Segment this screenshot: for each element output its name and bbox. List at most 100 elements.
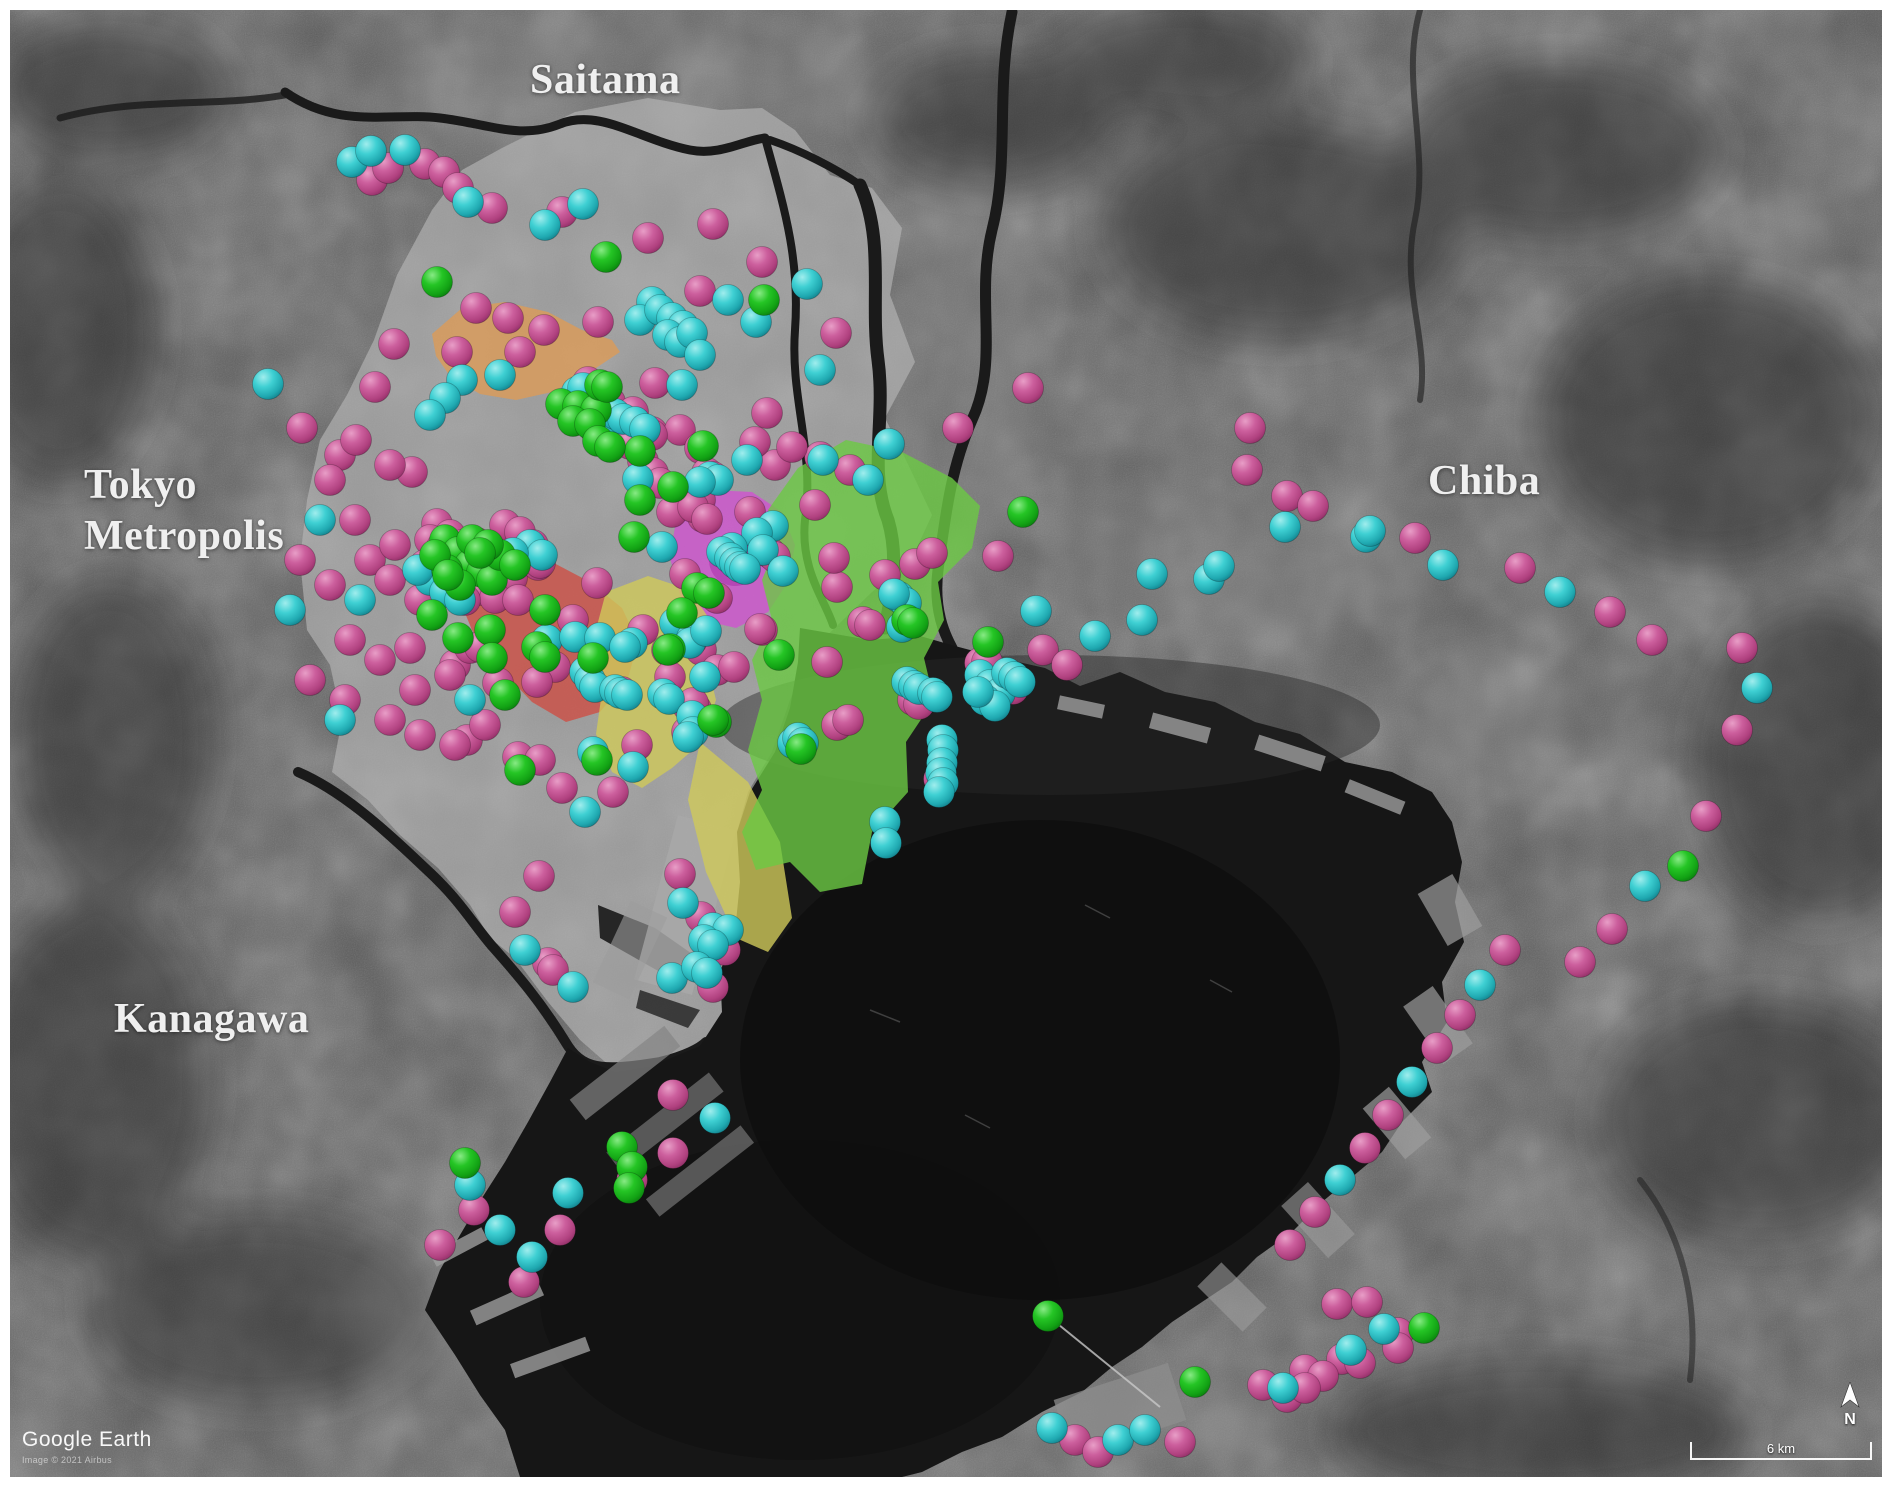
placemark-cyan [529, 209, 561, 241]
placemark-pink [581, 567, 613, 599]
placemark-cyan [1324, 1164, 1356, 1196]
placemark-cyan [731, 444, 763, 476]
placemark-pink [394, 632, 426, 664]
placemark-pink [314, 464, 346, 496]
placemark-cyan [274, 594, 306, 626]
placemark-pink [982, 540, 1014, 572]
placemark-pink [379, 529, 411, 561]
placemark-cyan [569, 796, 601, 828]
label-kanagawa: Kanagawa [114, 996, 310, 1042]
placemark-cyan [1203, 550, 1235, 582]
placemark-cyan [389, 134, 421, 166]
placemark-green [666, 597, 698, 629]
placemark-green [1007, 496, 1039, 528]
satellite-map: Saitama Tokyo Metropolis Chiba Kanagawa … [10, 10, 1882, 1477]
placemark-cyan [557, 971, 589, 1003]
placemark-pink [546, 772, 578, 804]
placemark-cyan [355, 135, 387, 167]
placemark-green [624, 484, 656, 516]
placemark-pink [942, 412, 974, 444]
placemark-cyan [699, 1102, 731, 1134]
placemark-cyan [552, 1177, 584, 1209]
placemark-pink [1051, 649, 1083, 681]
placemark-green [432, 559, 464, 591]
placemark-green [591, 371, 623, 403]
placemark-cyan [729, 553, 761, 585]
placemark-pink [441, 336, 473, 368]
placemark-pink [314, 569, 346, 601]
placemark-leader-line [1047, 1315, 1161, 1408]
placemark-pink [1564, 946, 1596, 978]
placemark-cyan [689, 661, 721, 693]
label-chiba: Chiba [1428, 458, 1541, 504]
placemark-green [594, 431, 626, 463]
placemark-cyan [1079, 620, 1111, 652]
attribution: Google Earth Image © 2021 Airbus [22, 1428, 152, 1465]
placemark-green [972, 626, 1004, 658]
placemark-green [590, 241, 622, 273]
placemark-pink [1297, 490, 1329, 522]
placemark-green [657, 471, 689, 503]
placemark-cyan [921, 681, 953, 713]
placemark-pink [399, 674, 431, 706]
placemark-cyan [414, 399, 446, 431]
water-layer [425, 628, 1464, 1477]
placemark-pink [1299, 1196, 1331, 1228]
placemark-pink [1351, 1286, 1383, 1318]
placemark-green [1667, 850, 1699, 882]
map-layers [10, 10, 1882, 1477]
placemark-cyan [1741, 672, 1773, 704]
placemark-cyan [1267, 1372, 1299, 1404]
placemark-green [581, 744, 613, 776]
label-tokyo-metropolis: Tokyo Metropolis [84, 462, 285, 560]
placemark-pink [364, 644, 396, 676]
imagery-credit: Image © 2021 Airbus [22, 1455, 112, 1465]
placemark-pink [632, 222, 664, 254]
placemark-cyan [1629, 870, 1661, 902]
placemark-cyan [667, 887, 699, 919]
label-saitama: Saitama [530, 57, 681, 103]
placemark-pink [916, 537, 948, 569]
placemark-pink [469, 709, 501, 741]
scale-bar-label: 6 km [1766, 1441, 1796, 1456]
placemark-cyan [1126, 604, 1158, 636]
placemark-pink [684, 275, 716, 307]
placemark-cyan [1427, 549, 1459, 581]
placemark-pink [354, 544, 386, 576]
placemark-green [763, 639, 795, 671]
placemark-pink [1444, 999, 1476, 1031]
placemark-pink [286, 412, 318, 444]
placemark-pink [751, 397, 783, 429]
placemark-cyan [807, 444, 839, 476]
placemark-cyan [452, 186, 484, 218]
placemark-cyan [454, 684, 486, 716]
placemark-cyan [791, 268, 823, 300]
placemark-cyan [516, 1241, 548, 1273]
placemark-green [748, 284, 780, 316]
placemark-cyan [1544, 576, 1576, 608]
placemark-green [693, 577, 725, 609]
ship-wakes [869, 904, 1233, 1129]
placemark-pink [374, 564, 406, 596]
placemark-cyan [1102, 1424, 1134, 1456]
placemark-cyan [870, 827, 902, 859]
placemark-pink [1636, 624, 1668, 656]
placemark-pink [657, 1137, 689, 1169]
placemark-pink [1399, 522, 1431, 554]
placemark-green [613, 1172, 645, 1204]
placemark-green [618, 521, 650, 553]
placemark-cyan [666, 369, 698, 401]
placemark-pink [691, 503, 723, 535]
placemark-pink [1594, 596, 1626, 628]
placemark-pink [697, 208, 729, 240]
placemark-pink [1372, 1099, 1404, 1131]
placemark-pink [404, 719, 436, 751]
placemark-pink [1504, 552, 1536, 584]
placemark-cyan [484, 359, 516, 391]
placemark-pink [374, 449, 406, 481]
placemark-pink [424, 1229, 456, 1261]
placemark-pink [832, 704, 864, 736]
placemark-pink [854, 609, 886, 641]
placemark-pink [1012, 372, 1044, 404]
placemark-pink [460, 292, 492, 324]
